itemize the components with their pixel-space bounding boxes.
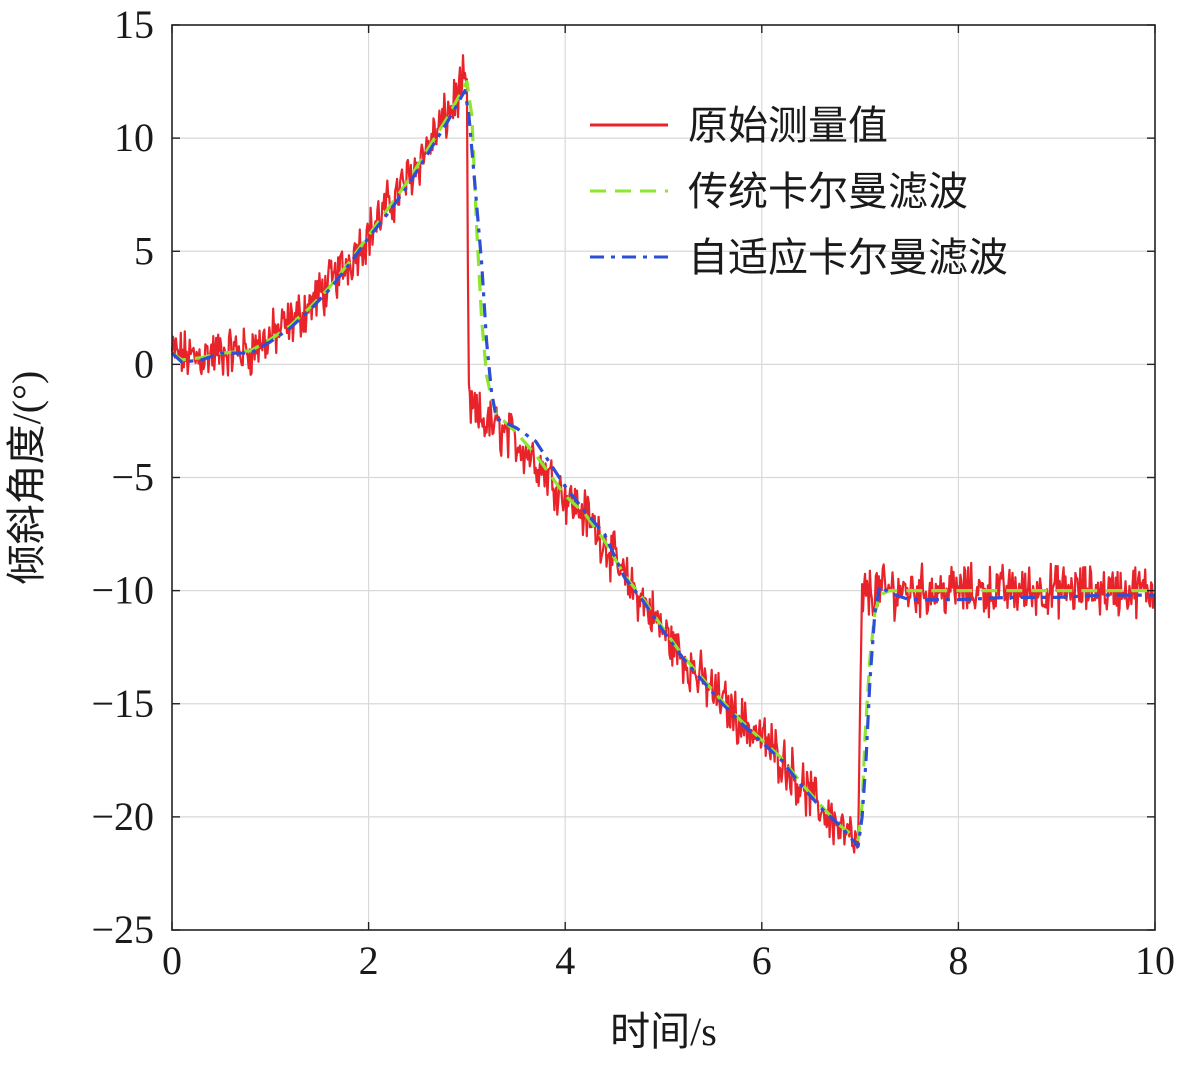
y-axis-label: 倾斜角度/(°) bbox=[4, 371, 49, 585]
series-line-2 bbox=[170, 89, 1155, 848]
x-tick-label: 6 bbox=[752, 938, 772, 983]
x-axis-label: 时间/s bbox=[610, 1009, 717, 1054]
y-tick-label: −20 bbox=[91, 794, 154, 839]
legend-label: 传统卡尔曼滤波 bbox=[688, 169, 968, 214]
y-tick-label: 15 bbox=[114, 2, 154, 47]
x-tick-label: 8 bbox=[948, 938, 968, 983]
y-tick-label: −15 bbox=[91, 681, 154, 726]
y-tick-label: −25 bbox=[91, 907, 154, 952]
x-tick-label: 0 bbox=[162, 938, 182, 983]
series-line-1 bbox=[171, 80, 1155, 842]
x-tick-label: 4 bbox=[555, 938, 575, 983]
legend-label: 原始测量值 bbox=[688, 103, 888, 148]
y-tick-label: 5 bbox=[134, 228, 154, 273]
series-lines bbox=[170, 54, 1156, 854]
y-tick-label: 0 bbox=[134, 341, 154, 386]
axis-ticks: 0 2 4 6 8 10 15 10 5 0 −5 −10 −15 −20 −25 bbox=[91, 2, 1175, 983]
y-tick-label: −10 bbox=[91, 568, 154, 613]
legend-label: 自适应卡尔曼滤波 bbox=[688, 235, 1008, 280]
series-line-0 bbox=[170, 54, 1156, 854]
x-tick-label: 10 bbox=[1135, 938, 1175, 983]
x-tick-label: 2 bbox=[359, 938, 379, 983]
y-tick-label: 10 bbox=[114, 115, 154, 160]
grid bbox=[172, 25, 1155, 930]
y-tick-label: −5 bbox=[111, 455, 154, 500]
